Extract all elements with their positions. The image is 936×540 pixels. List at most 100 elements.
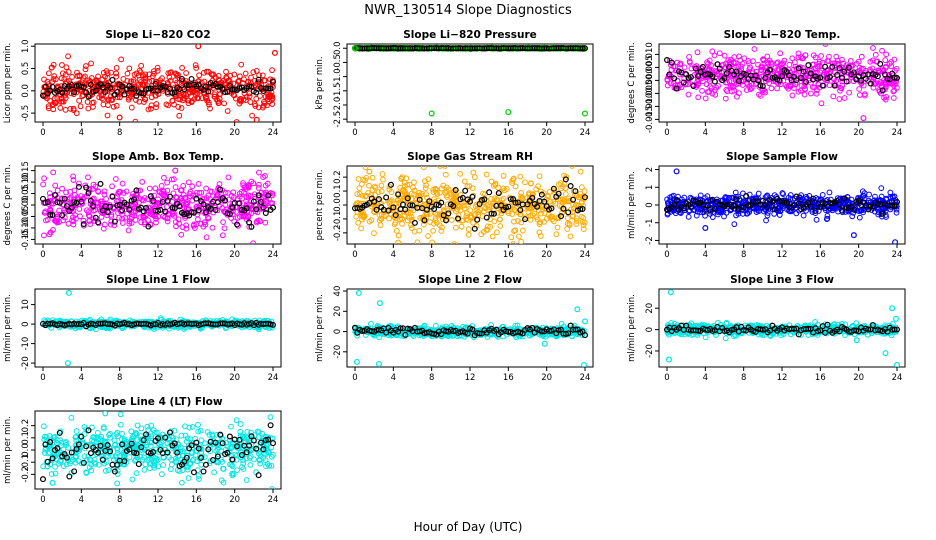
data-point: [142, 74, 149, 81]
data-point: [95, 73, 101, 80]
data-point: [438, 228, 445, 234]
x-tick-label: 16: [503, 128, 514, 138]
y-tick-label: 0.2: [333, 170, 343, 184]
data-point: [155, 91, 162, 97]
average-point: [709, 196, 716, 203]
data-point: [128, 219, 135, 226]
data-point: [100, 69, 107, 76]
data-point: [99, 95, 105, 102]
average-point: [867, 203, 874, 210]
data-point: [703, 81, 710, 88]
data-point: [153, 104, 159, 111]
plot-frame: [346, 43, 594, 123]
data-point: [505, 210, 512, 217]
y-tick-label: 0.010: [645, 42, 655, 66]
data-point: [250, 240, 257, 244]
data-point: [153, 101, 160, 107]
y-tick-label: 10: [21, 299, 31, 310]
data-point: [777, 208, 784, 215]
data-point: [186, 190, 193, 197]
data-point: [378, 182, 385, 189]
data-point: [391, 221, 398, 228]
data-point: [49, 102, 56, 108]
data-point: [109, 97, 116, 103]
average-point: [795, 200, 802, 207]
data-point: [536, 229, 543, 236]
data-point: [375, 189, 382, 196]
data-point: [257, 93, 263, 99]
data-point: [849, 213, 856, 220]
average-point: [692, 65, 699, 72]
data-point: [203, 234, 210, 241]
data-point: [515, 233, 522, 240]
average-point: [183, 82, 190, 89]
data-point: [359, 181, 365, 188]
average-point: [97, 180, 104, 187]
data-point: [882, 96, 889, 103]
average-point: [517, 207, 524, 214]
data-point: [235, 222, 242, 229]
average-point: [90, 203, 97, 210]
data-point: [58, 83, 65, 90]
x-tick-label: 16: [503, 250, 514, 260]
average-point: [469, 193, 476, 200]
data-point: [397, 184, 404, 191]
data-point: [105, 102, 111, 109]
data-point: [256, 169, 262, 176]
outlier-point: [673, 168, 680, 175]
data-point: [736, 197, 743, 204]
data-point: [113, 73, 120, 80]
data-point: [444, 194, 450, 200]
data-point: [54, 95, 61, 101]
data-point: [511, 218, 517, 225]
average-point: [786, 204, 793, 211]
average-point: [68, 204, 75, 211]
average-point: [562, 176, 569, 183]
data-point: [176, 220, 182, 227]
x-tick-label: 8: [741, 250, 746, 260]
average-point: [152, 80, 159, 87]
average-point: [793, 193, 800, 200]
data-point: [67, 188, 74, 195]
data-point: [578, 184, 585, 191]
data-point: [70, 177, 77, 183]
data-point: [512, 183, 519, 190]
data-point: [157, 77, 164, 84]
data-point: [458, 223, 465, 230]
data-point: [50, 169, 57, 176]
outlier-point: [850, 232, 857, 239]
data-point: [396, 216, 403, 223]
data-point: [577, 168, 584, 175]
average-point: [147, 193, 154, 200]
data-point: [54, 187, 61, 194]
y-axis-label: ml/min per min.: [3, 294, 13, 362]
data-point: [860, 65, 866, 72]
average-point: [560, 205, 567, 212]
average-point: [176, 203, 183, 210]
average-point: [402, 206, 409, 213]
data-point: [172, 184, 179, 191]
average-point: [714, 61, 721, 68]
data-point: [764, 53, 771, 60]
average-point: [87, 197, 94, 204]
data-point: [225, 190, 232, 196]
x-tick-label: 8: [741, 128, 746, 138]
data-point: [471, 174, 478, 181]
data-point: [876, 88, 883, 95]
data-point: [417, 214, 424, 221]
average-point: [49, 211, 56, 218]
data-point: [50, 76, 57, 82]
x-tick-label: 20: [541, 373, 552, 383]
data-point: [667, 80, 674, 87]
data-point: [768, 61, 775, 67]
scatter-points: [352, 290, 588, 367]
data-point: [422, 185, 429, 191]
average-point: [495, 190, 502, 197]
y-tick-label: -2.5: [333, 111, 343, 128]
average-point: [570, 196, 577, 203]
average-point: [488, 210, 495, 217]
data-point: [686, 53, 693, 60]
average-point: [836, 65, 843, 72]
average-point: [666, 71, 673, 78]
